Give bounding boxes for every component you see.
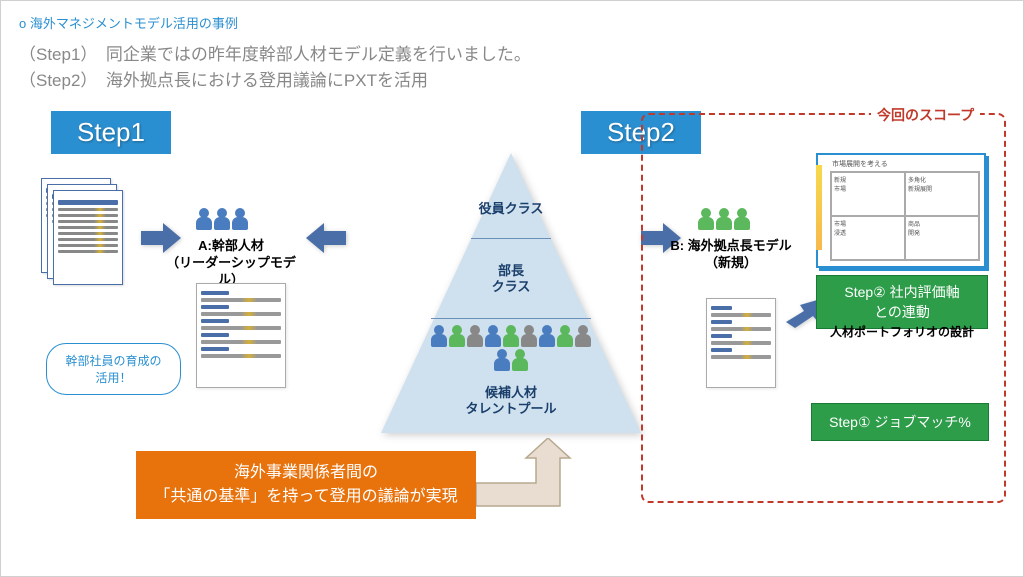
talent-pyramid: 役員クラス 部長 クラス 候補人材 タレントプール	[381, 153, 641, 433]
intro-block: （Step1） 同企業ではの昨年度幹部人材モデル定義を行いました。 （Step2…	[1, 36, 1023, 103]
intro-step2: （Step2） 海外拠点長における登用議論にPXTを活用	[19, 68, 1005, 94]
speech-bubble: 幹部社員の育成の 活用！	[46, 343, 181, 395]
orange-banner: 海外事業関係者間の 「共通の基準」を持って登用の議論が実現	[136, 451, 476, 519]
page-title: 海外マネジメントモデル活用の事例	[19, 13, 1005, 32]
step1-region: Step1	[51, 111, 171, 154]
pyramid-top-label: 役員クラス	[381, 201, 641, 217]
step1-badge: Step1	[51, 111, 171, 154]
header: 海外マネジメントモデル活用の事例	[1, 1, 1023, 36]
portfolio-matrix: 市場展開を考える 新規市場 多角化新規展開 市場浸透 商品開発	[816, 153, 986, 268]
scope-label: 今回のスコープ	[871, 103, 980, 127]
bent-arrow	[476, 438, 576, 518]
green-step2-box: Step② 社内評価軸 との連動	[816, 275, 988, 329]
intro-step1: （Step1） 同企業ではの昨年度幹部人材モデル定義を行いました。	[19, 42, 1005, 68]
person-icon	[232, 208, 248, 230]
pyramid-mid-label: 部長 クラス	[381, 263, 641, 294]
green-step1-box: Step① ジョブマッチ%	[811, 403, 989, 441]
diagram-canvas: Step1 Step2 A:幹部人材 （リーダーシップモデル） 幹部社員の育成の	[1, 103, 1023, 573]
pyramid-bottom-label: 候補人材 タレントプール	[381, 385, 641, 416]
pyramid-people	[381, 325, 641, 371]
model-a-label: A:幹部人材 （リーダーシップモデル）	[161, 238, 301, 289]
portfolio-label: 人材ポートフォリオの設計	[816, 325, 988, 341]
people-group-a	[196, 208, 248, 230]
document-stack	[41, 178, 121, 288]
assessment-doc-a	[196, 283, 286, 388]
person-icon	[196, 208, 212, 230]
arrow-left-1	[306, 223, 346, 253]
person-icon	[214, 208, 230, 230]
